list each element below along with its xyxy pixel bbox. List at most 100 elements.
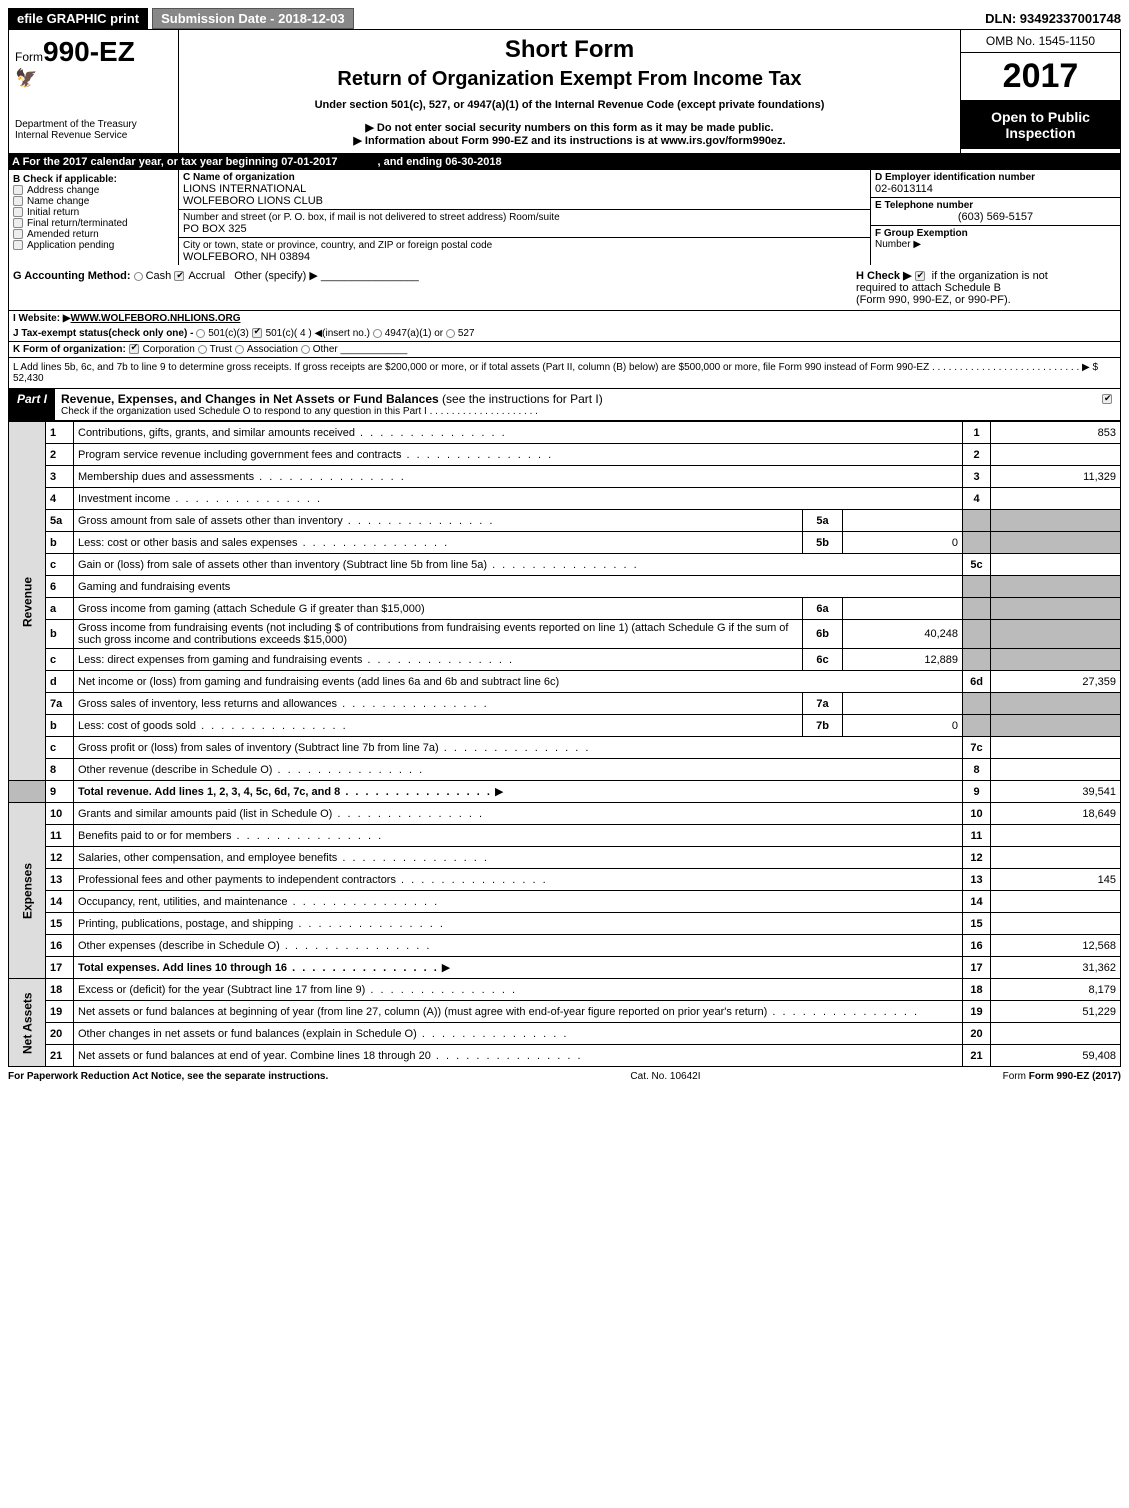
part-i-table: Revenue 1Contributions, gifts, grants, a… bbox=[8, 421, 1121, 1067]
radio-527[interactable] bbox=[446, 329, 455, 338]
line-a-tax-year: A For the 2017 calendar year, or tax yea… bbox=[8, 154, 1121, 170]
chk-h[interactable] bbox=[915, 271, 925, 281]
radio-corp[interactable] bbox=[129, 344, 139, 354]
line-7b-mid: 0 bbox=[843, 715, 963, 737]
telephone: (603) 569-5157 bbox=[875, 211, 1116, 223]
line-7a-desc: Gross sales of inventory, less returns a… bbox=[74, 693, 803, 715]
line-8-amt bbox=[991, 759, 1121, 781]
line-12-desc: Salaries, other compensation, and employ… bbox=[74, 847, 963, 869]
line-13-amt: 145 bbox=[991, 869, 1121, 891]
city-state-zip: WOLFEBORO, NH 03894 bbox=[183, 251, 866, 263]
line-18-desc: Excess or (deficit) for the year (Subtra… bbox=[74, 979, 963, 1001]
line-6b-desc: Gross income from fundraising events (no… bbox=[74, 620, 803, 649]
tax-year: 2017 bbox=[961, 53, 1120, 101]
radio-accrual[interactable] bbox=[174, 271, 184, 281]
line-7a-mid bbox=[843, 693, 963, 715]
side-net-assets: Net Assets bbox=[9, 979, 46, 1067]
line-13-desc: Professional fees and other payments to … bbox=[74, 869, 963, 891]
line-14-amt bbox=[991, 891, 1121, 913]
section-b-title: B Check if applicable: bbox=[13, 174, 174, 185]
line-6b-mid: 40,248 bbox=[843, 620, 963, 649]
c-label: C Name of organization bbox=[183, 172, 866, 183]
org-name-1: LIONS INTERNATIONAL bbox=[183, 183, 866, 195]
row-j-tax-exempt: J Tax-exempt status(check only one) - 50… bbox=[8, 326, 1121, 342]
side-expenses: Expenses bbox=[9, 803, 46, 979]
line-17-amt: 31,362 bbox=[991, 957, 1121, 979]
radio-assoc[interactable] bbox=[235, 345, 244, 354]
footer-left: For Paperwork Reduction Act Notice, see … bbox=[8, 1071, 328, 1082]
line-6c-mid: 12,889 bbox=[843, 649, 963, 671]
row-i-website: I Website: ▶WWW.WOLFEBORO.NHLIONS.ORG bbox=[8, 311, 1121, 326]
line-7b-desc: Less: cost of goods sold bbox=[74, 715, 803, 737]
under-section: Under section 501(c), 527, or 4947(a)(1)… bbox=[185, 99, 954, 111]
line-6d-desc: Net income or (loss) from gaming and fun… bbox=[74, 671, 963, 693]
radio-4947[interactable] bbox=[373, 329, 382, 338]
do-not-enter: ▶ Do not enter social security numbers o… bbox=[185, 121, 954, 134]
footer-formno: Form Form 990-EZ (2017) bbox=[1003, 1071, 1121, 1082]
line-17-desc: Total expenses. Add lines 10 through 16 bbox=[74, 957, 963, 979]
line-15-amt bbox=[991, 913, 1121, 935]
efile-print-button[interactable]: efile GRAPHIC print bbox=[8, 8, 148, 29]
line-15-desc: Printing, publications, postage, and shi… bbox=[74, 913, 963, 935]
line-9-desc: Total revenue. Add lines 1, 2, 3, 4, 5c,… bbox=[74, 781, 963, 803]
chk-name-change[interactable]: Name change bbox=[13, 196, 174, 207]
line-7c-amt bbox=[991, 737, 1121, 759]
radio-501c[interactable] bbox=[252, 328, 262, 338]
radio-cash[interactable] bbox=[134, 272, 143, 281]
short-form-title: Short Form bbox=[185, 36, 954, 64]
treasury-dept: Department of the Treasury Internal Reve… bbox=[15, 119, 172, 141]
line-4-desc: Investment income bbox=[74, 488, 963, 510]
f-label: F Group Exemption bbox=[875, 228, 1116, 239]
website-link[interactable]: WWW.WOLFEBORO.NHLIONS.ORG bbox=[71, 313, 241, 324]
line-14-desc: Occupancy, rent, utilities, and maintena… bbox=[74, 891, 963, 913]
street-address: PO BOX 325 bbox=[183, 223, 866, 235]
return-title: Return of Organization Exempt From Incom… bbox=[185, 68, 954, 91]
line-10-amt: 18,649 bbox=[991, 803, 1121, 825]
line-5c-desc: Gain or (loss) from sale of assets other… bbox=[74, 554, 963, 576]
line-21-amt: 59,408 bbox=[991, 1045, 1121, 1067]
line-5a-mid bbox=[843, 510, 963, 532]
radio-trust[interactable] bbox=[198, 345, 207, 354]
line-16-amt: 12,568 bbox=[991, 935, 1121, 957]
line-6d-amt: 27,359 bbox=[991, 671, 1121, 693]
chk-initial-return[interactable]: Initial return bbox=[13, 207, 174, 218]
line-1-amt: 853 bbox=[991, 422, 1121, 444]
line-2-amt bbox=[991, 444, 1121, 466]
line-19-desc: Net assets or fund balances at beginning… bbox=[74, 1001, 963, 1023]
line-6c-desc: Less: direct expenses from gaming and fu… bbox=[74, 649, 803, 671]
radio-other[interactable] bbox=[301, 345, 310, 354]
chk-application-pending[interactable]: Application pending bbox=[13, 240, 174, 251]
line-21-desc: Net assets or fund balances at end of ye… bbox=[74, 1045, 963, 1067]
info-link[interactable]: ▶ Information about Form 990-EZ and its … bbox=[185, 134, 954, 147]
ein: 02-6013114 bbox=[875, 183, 1116, 195]
line-16-desc: Other expenses (describe in Schedule O) bbox=[74, 935, 963, 957]
chk-schedule-o[interactable] bbox=[1102, 394, 1112, 404]
chk-address-change[interactable]: Address change bbox=[13, 185, 174, 196]
line-3-amt: 11,329 bbox=[991, 466, 1121, 488]
line-6a-desc: Gross income from gaming (attach Schedul… bbox=[74, 598, 803, 620]
open-to-public: Open to PublicInspection bbox=[961, 101, 1120, 149]
part-i-title: Revenue, Expenses, and Changes in Net As… bbox=[55, 389, 609, 420]
line-6a-mid bbox=[843, 598, 963, 620]
footer-catno: Cat. No. 10642I bbox=[630, 1071, 700, 1082]
chk-final-return[interactable]: Final return/terminated bbox=[13, 218, 174, 229]
submission-date-badge: Submission Date - 2018-12-03 bbox=[152, 8, 354, 29]
line-11-amt bbox=[991, 825, 1121, 847]
row-h: H Check ▶ if the organization is not req… bbox=[856, 269, 1116, 306]
row-g: G Accounting Method: Cash Accrual Other … bbox=[13, 269, 419, 306]
e-label: E Telephone number bbox=[875, 200, 1116, 211]
row-l-gross-receipts: L Add lines 5b, 6c, and 7b to line 9 to … bbox=[8, 358, 1121, 389]
street-label: Number and street (or P. O. box, if mail… bbox=[183, 212, 866, 223]
line-5c-amt bbox=[991, 554, 1121, 576]
org-name-2: WOLFEBORO LIONS CLUB bbox=[183, 195, 866, 207]
line-10-desc: Grants and similar amounts paid (list in… bbox=[74, 803, 963, 825]
radio-501c3[interactable] bbox=[196, 329, 205, 338]
line-18-amt: 8,179 bbox=[991, 979, 1121, 1001]
line-5b-desc: Less: cost or other basis and sales expe… bbox=[74, 532, 803, 554]
side-revenue: Revenue bbox=[9, 422, 46, 781]
line-5a-desc: Gross amount from sale of assets other t… bbox=[74, 510, 803, 532]
line-3-desc: Membership dues and assessments bbox=[74, 466, 963, 488]
line-4-amt bbox=[991, 488, 1121, 510]
line-1-desc: Contributions, gifts, grants, and simila… bbox=[74, 422, 963, 444]
chk-amended-return[interactable]: Amended return bbox=[13, 229, 174, 240]
